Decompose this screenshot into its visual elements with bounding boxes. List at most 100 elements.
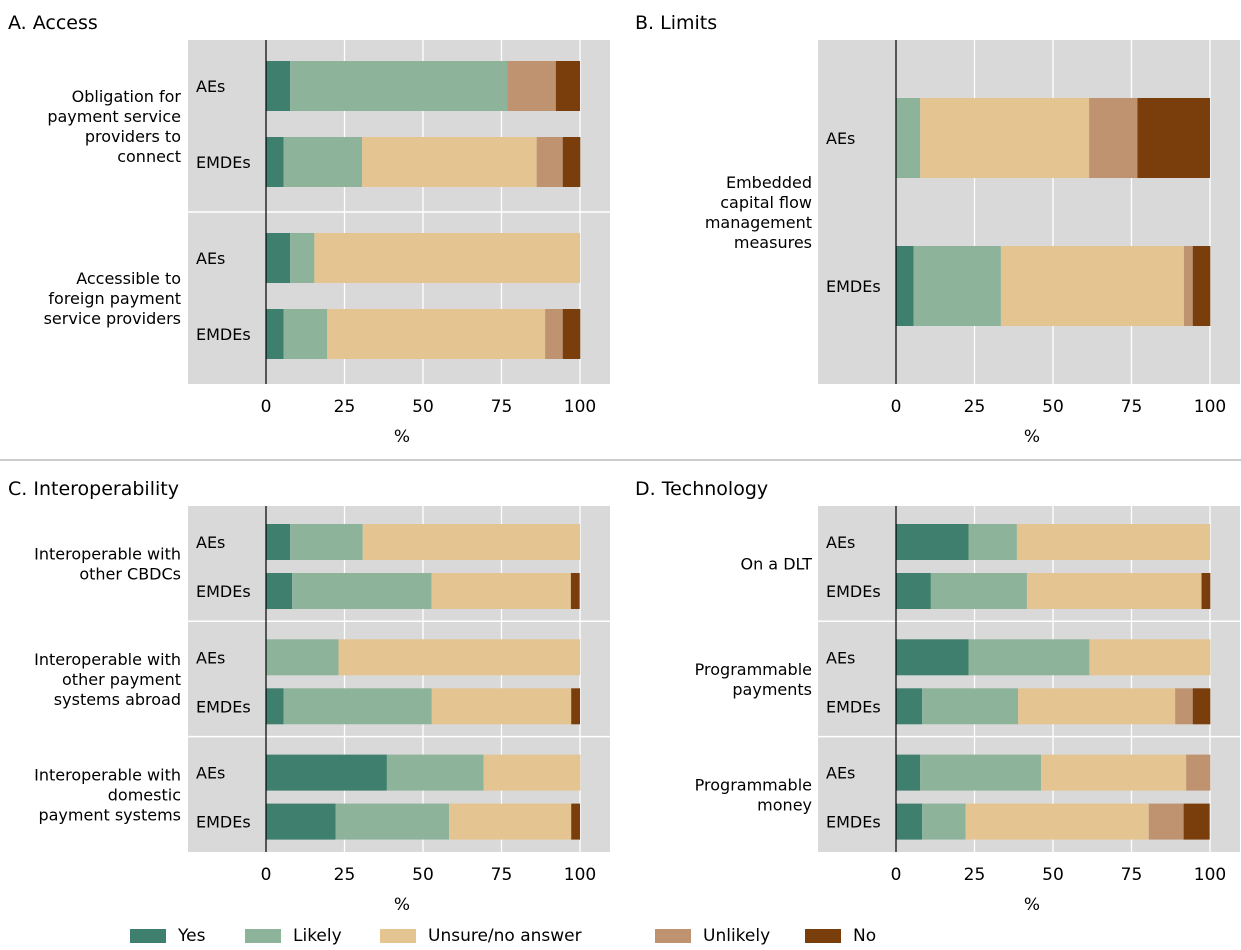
panel-d-bar-g2-emdes-yes (896, 803, 923, 840)
panel-c-bar-g1-emdes-likely (283, 688, 432, 725)
panel-c-bar-g0-emdes-yes (266, 573, 293, 609)
panel-c-bar-g2-emdes-unsure (449, 803, 572, 840)
panel-c-bar-g2-emdes-yes (266, 803, 336, 840)
panel-c-group-label-g1-line-1: other payment (62, 670, 181, 689)
legend-swatch-unsure (380, 929, 416, 943)
panel-a-bar-g0-aes-no (555, 61, 580, 111)
panel-c-tick-label-50: 50 (412, 865, 434, 885)
panel-a-tick-label-100: 100 (564, 397, 596, 417)
panel-c-group-label-g1-line-0: Interoperable with (34, 650, 181, 669)
panel-a-group-label-g0-line-0: Obligation for (72, 87, 182, 106)
panel-c-bar-g2-emdes-no (571, 803, 580, 840)
panel-a-tick-label-75: 75 (491, 397, 513, 417)
panel-b-group-label-g0-line-0: Embedded (726, 173, 812, 192)
panel-b-bar-g0-aes-likely (896, 98, 921, 178)
panel-a-bar-g1-emdes-no (562, 309, 581, 359)
panel-d-group-label-g1-line-1: payments (732, 680, 812, 699)
panel-d-bar-g0-aes-unsure (1016, 524, 1210, 560)
panel-d-bar-g2-emdes-likely (922, 803, 966, 840)
panel-d-row-label-g0-aes: AEs (826, 533, 855, 552)
panel-c-bar-g0-emdes-likely (292, 573, 432, 609)
panel-b-group-label-g0-line-1: capital flow (720, 193, 812, 212)
panel-c-bar-g0-emdes-unsure (431, 573, 571, 609)
panel-d-group-label-g2-line-0: Programmable (695, 775, 812, 794)
panel-d-tick-label-25: 25 (964, 865, 986, 885)
panel-a-bar-g1-aes-likely (290, 233, 315, 283)
panel-d-bar-g2-aes-unlikely (1186, 754, 1211, 791)
panel-c-row-label-g2-emdes: EMDEs (196, 813, 251, 832)
legend-label-unsure: Unsure/no answer (428, 926, 582, 946)
panel-b-bar-g0-emdes-no (1192, 246, 1211, 326)
panel-b-bar-g0-aes-unlikely (1089, 98, 1138, 178)
panel-a-bar-g0-emdes-unlikely (536, 137, 563, 187)
panel-a-bar-g0-aes-likely (290, 61, 508, 111)
panel-d-tick-label-50: 50 (1042, 865, 1064, 885)
panel-a-bar-g1-emdes-yes (266, 309, 284, 359)
panel-a-group-label-g1-line-0: Accessible to (76, 269, 181, 288)
panel-d-bar-g0-aes-yes (896, 524, 969, 560)
panel-a-bar-g0-aes-unlikely (507, 61, 556, 111)
panel-c-group-label-g2-line-2: payment systems (38, 805, 181, 824)
panel-d-tick-label-0: 0 (891, 865, 902, 885)
panel-c-bar-g0-emdes-no (570, 573, 580, 609)
panel-a-tick-label-0: 0 (261, 397, 272, 417)
panel-c-row-label-g1-aes: AEs (196, 648, 225, 667)
panel-c-plot-area (188, 506, 610, 852)
panel-d-row-label-g0-emdes: EMDEs (826, 582, 881, 601)
panel-d-bar-g1-emdes-yes (896, 688, 923, 725)
panel-d-bar-g2-aes-likely (920, 754, 1042, 791)
panel-d-tick-label-100: 100 (1194, 865, 1226, 885)
panel-b-row-label-g0-emdes: EMDEs (826, 277, 881, 296)
panel-a-group-label-g0-line-2: providers to (85, 127, 181, 146)
panel-d-group-label-g0-line-0: On a DLT (740, 555, 812, 574)
legend-item-yes: Yes (130, 926, 205, 946)
panel-a-bar-g1-emdes-unsure (327, 309, 546, 359)
panel-d-row-label-g2-aes: AEs (826, 764, 855, 783)
legend-swatch-no (805, 929, 841, 943)
panel-c-row-label-g1-emdes: EMDEs (196, 697, 251, 716)
panel-d-xlabel: % (1024, 895, 1040, 915)
panel-d-bar-g2-emdes-unlikely (1148, 803, 1184, 840)
legend-label-unlikely: Unlikely (703, 926, 771, 946)
panel-d-bar-g0-aes-likely (968, 524, 1017, 560)
panel-b-tick-label-100: 100 (1194, 397, 1226, 417)
panel-c-bar-g0-aes-unsure (362, 524, 580, 560)
panel-c-row-label-g0-aes: AEs (196, 533, 225, 552)
panel-c-group-label-g0-line-0: Interoperable with (34, 545, 181, 564)
panel-a-bar-g0-emdes-yes (266, 137, 284, 187)
panel-d-group-label-g1-line-0: Programmable (695, 660, 812, 679)
panel-d-bar-g2-emdes-no (1183, 803, 1210, 840)
legend-swatch-yes (130, 929, 166, 943)
panel-d-bar-g1-emdes-unlikely (1175, 688, 1193, 725)
panel-b-xlabel: % (1024, 427, 1040, 447)
panel-b-tick-label-50: 50 (1042, 397, 1064, 417)
panel-d-bar-g2-aes-unsure (1041, 754, 1187, 791)
panel-a-group-label-g1-line-1: foreign payment (48, 289, 181, 308)
panel-b-title: B. Limits (635, 12, 717, 34)
panel-a-group-label-g1-line-2: service providers (44, 309, 181, 328)
panel-c-bar-g2-aes-unsure (483, 754, 581, 791)
panel-c-group-label-g1-line-2: systems abroad (54, 690, 181, 709)
panel-d-row-label-g1-aes: AEs (826, 648, 855, 667)
panel-a-row-label-g0-emdes: EMDEs (196, 153, 251, 172)
panel-d-bar-g0-emdes-no (1201, 573, 1211, 609)
panel-a-title: A. Access (8, 12, 98, 34)
legend-swatch-unlikely (655, 929, 691, 943)
panel-b-bar-g0-aes-unsure (920, 98, 1090, 178)
panel-c-bar-g2-emdes-likely (335, 803, 450, 840)
panel-c-tick-label-0: 0 (261, 865, 272, 885)
panel-d-bar-g0-emdes-yes (896, 573, 931, 609)
panel-d-bar-g1-emdes-no (1192, 688, 1211, 725)
legend-label-likely: Likely (293, 926, 342, 946)
panel-c-tick-label-25: 25 (334, 865, 356, 885)
panel-c-bar-g1-aes-likely (266, 639, 339, 676)
legend-item-no: No (805, 926, 876, 946)
panel-b-bar-g0-emdes-unsure (1000, 246, 1184, 326)
panel-a-row-label-g1-emdes: EMDEs (196, 325, 251, 344)
panel-c-bar-g2-aes-yes (266, 754, 387, 791)
panel-d-bar-g1-aes-yes (896, 639, 969, 676)
panel-b-bar-g0-emdes-likely (913, 246, 1001, 326)
panel-c-bar-g1-emdes-yes (266, 688, 284, 725)
panel-a-bar-g1-aes-yes (266, 233, 291, 283)
